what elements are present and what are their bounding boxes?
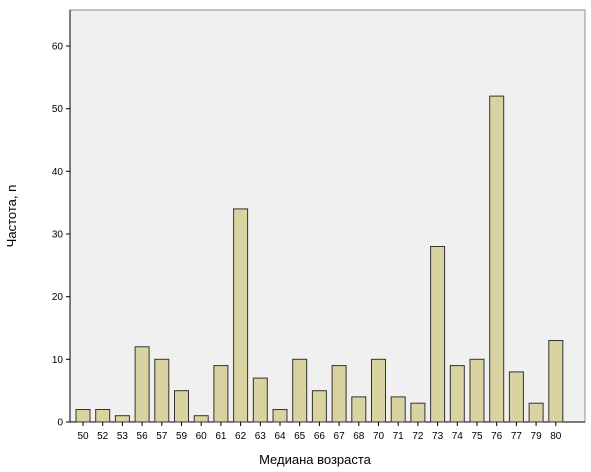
bar-68 [351, 396, 367, 423]
bar-59 [174, 390, 189, 423]
bar-66 [311, 390, 327, 423]
x-tick-label: 57 [156, 431, 168, 442]
x-tick-label: 73 [432, 431, 444, 442]
x-tick-label: 71 [393, 431, 405, 442]
bar-77 [508, 371, 524, 423]
x-tick-label: 72 [412, 431, 424, 442]
bar-52 [95, 409, 111, 423]
y-tick-label: 50 [52, 104, 64, 115]
x-ticks-group: 50 52 53 56 57 59 60 61 62 63 64 65 66 67 68 70 71 72 73 74… [77, 422, 562, 442]
bar-64 [272, 409, 288, 423]
x-tick-label: 77 [511, 431, 523, 442]
y-ticks-group: 0 10 20 30 40 50 60 [52, 42, 70, 429]
x-tick-label: 67 [334, 431, 346, 442]
x-tick-label: 79 [531, 431, 543, 442]
bar-65 [292, 358, 308, 423]
bar-63 [252, 377, 268, 423]
y-tick-label: 40 [52, 167, 64, 178]
bar-53 [114, 415, 130, 423]
x-tick-label: 76 [491, 431, 503, 442]
y-tick-label: 0 [57, 418, 63, 429]
x-tick-label: 80 [550, 431, 562, 442]
bar-80 [548, 340, 564, 423]
x-tick-label: 61 [215, 431, 227, 442]
bar-57 [154, 358, 170, 423]
bar-73 [430, 246, 446, 423]
bar-62 [233, 208, 249, 423]
bar-79 [528, 402, 544, 423]
x-tick-label: 75 [471, 431, 483, 442]
x-tick-label: 62 [235, 431, 247, 442]
y-tick-label: 60 [52, 42, 64, 53]
x-tick-label: 52 [97, 431, 109, 442]
bar-50 [75, 409, 91, 423]
x-tick-label: 53 [117, 431, 129, 442]
x-tick-label: 65 [294, 431, 306, 442]
x-tick-label: 66 [314, 431, 326, 442]
bar-56 [134, 346, 150, 423]
x-tick-label: 63 [255, 431, 267, 442]
bar-60 [193, 415, 209, 423]
bar-67 [331, 365, 347, 423]
y-tick-label: 20 [52, 292, 64, 303]
y-tick-label: 30 [52, 230, 64, 241]
x-tick-label: 60 [196, 431, 208, 442]
x-tick-label: 64 [274, 431, 286, 442]
x-tick-label: 68 [353, 431, 365, 442]
y-tick-label: 10 [52, 355, 64, 366]
bar-76 [489, 95, 505, 423]
x-tick-label: 70 [373, 431, 385, 442]
x-tick-label: 50 [77, 431, 89, 442]
bar-71 [390, 396, 406, 423]
y-axis-title: Частота, n [4, 185, 19, 248]
bar-72 [410, 402, 426, 423]
x-tick-label: 56 [137, 431, 149, 442]
bar-74 [449, 365, 465, 423]
x-axis-title: Медиана возраста [259, 452, 372, 467]
bar-70 [371, 358, 386, 423]
bar-75 [469, 358, 485, 423]
x-tick-label: 59 [176, 431, 188, 442]
x-tick-label: 74 [452, 431, 464, 442]
bar-61 [213, 365, 229, 423]
